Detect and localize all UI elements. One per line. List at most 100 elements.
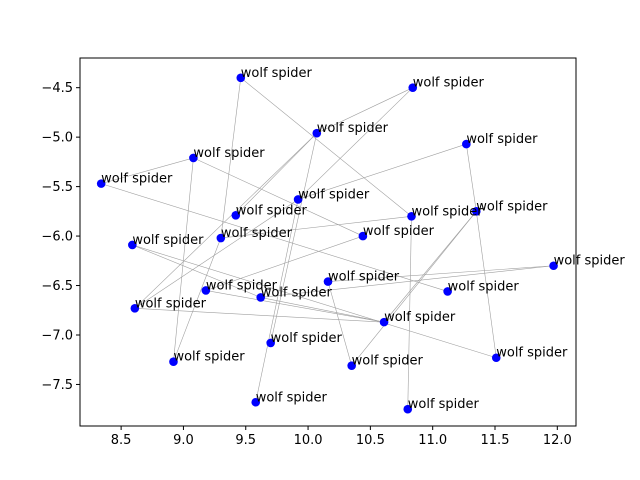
point-label: wolf spider [352, 354, 424, 369]
data-point [293, 195, 303, 204]
y-tick-label: −5.5 [41, 180, 73, 195]
edge-line [466, 144, 477, 212]
edge-line [351, 211, 477, 366]
data-point [266, 338, 275, 348]
y-tick-label: −6.0 [41, 230, 73, 245]
data-point [472, 207, 481, 216]
edge-line [240, 77, 412, 217]
point-label: wolf spider [411, 204, 483, 219]
point-label: wolf spider [256, 390, 328, 405]
edge-line [316, 87, 413, 134]
edge-line [407, 216, 412, 410]
data-point [231, 210, 241, 220]
point-label: wolf spider [413, 76, 485, 91]
edge-line [383, 211, 477, 323]
edge-line [220, 77, 242, 239]
data-point [256, 293, 266, 302]
x-tick-label: 11.5 [481, 433, 510, 448]
edges-layer [101, 77, 554, 410]
edge-line [327, 281, 352, 366]
edge-line [235, 132, 317, 216]
point-label: wolf spider [476, 199, 548, 214]
point-label: wolf spider [328, 270, 400, 285]
y-axis: −4.5 −5.0 −5.5 −6.0 −6.5 −7.0 −7.5 [41, 81, 80, 393]
y-tick-label: −4.5 [41, 81, 73, 96]
data-point [236, 73, 246, 83]
edge-line [220, 215, 412, 239]
x-tick-label: 8.5 [111, 433, 132, 448]
x-tick-label: 12.0 [543, 433, 572, 448]
data-point [491, 353, 501, 363]
point-label: wolf spider [261, 285, 333, 300]
data-point [323, 277, 333, 286]
edge-line [173, 157, 194, 362]
data-point [403, 404, 413, 414]
edge-line [260, 297, 385, 323]
data-point [130, 303, 140, 313]
edge-line [476, 211, 497, 358]
y-tick-label: −5.0 [41, 131, 73, 146]
x-tick-label: 10.0 [294, 433, 323, 448]
data-point [358, 231, 368, 241]
x-tick-label: 9.0 [173, 433, 194, 448]
data-point [216, 233, 226, 243]
edge-line [297, 143, 467, 200]
point-label: wolf spider [221, 226, 293, 241]
edge-line [193, 157, 364, 237]
point-label: wolf spider [193, 146, 265, 161]
point-label: wolf spider [241, 66, 313, 81]
data-point [462, 139, 471, 149]
data-point [201, 286, 211, 295]
edge-line [134, 199, 299, 309]
edge-line [205, 290, 385, 323]
point-label: wolf spider [236, 203, 308, 218]
point-label: wolf spider [173, 350, 245, 365]
edge-line [173, 237, 222, 362]
y-tick-label: −6.5 [41, 279, 73, 294]
data-point [251, 397, 261, 407]
edge-line [327, 265, 554, 282]
data-point [96, 179, 106, 188]
edge-line [101, 157, 194, 184]
edge-line [134, 307, 385, 323]
point-label: wolf spider [135, 296, 207, 311]
edge-line [205, 235, 363, 291]
edge-line [134, 132, 317, 309]
points-layer [96, 73, 558, 414]
point-label: wolf spider [496, 346, 568, 361]
x-axis: 8.5 9.0 9.5 10.0 10.5 11.0 11.5 12.0 [111, 426, 572, 448]
plot-frame [79, 57, 577, 427]
point-label: wolf spider [554, 254, 626, 269]
data-point [407, 211, 416, 221]
point-label: wolf spider [408, 397, 480, 412]
data-point [549, 261, 558, 271]
y-tick-label: −7.0 [41, 328, 73, 343]
edge-line [297, 87, 413, 200]
point-label: wolf spider [206, 278, 278, 293]
point-label: wolf spider [466, 132, 538, 147]
x-tick-label: 10.5 [356, 433, 385, 448]
data-point [408, 83, 418, 92]
edge-line [260, 265, 554, 298]
x-tick-label: 9.5 [235, 433, 256, 448]
data-point [347, 361, 356, 370]
data-point [312, 128, 322, 138]
data-point [379, 317, 389, 327]
point-label: wolf spider [132, 233, 204, 248]
edge-line [132, 244, 497, 359]
y-tick-label: −7.5 [41, 378, 73, 393]
data-point [189, 153, 198, 163]
data-point [169, 357, 178, 366]
point-label: wolf spider [384, 310, 456, 325]
data-point [128, 240, 137, 250]
x-tick-label: 11.0 [418, 433, 447, 448]
point-label: wolf spider [448, 279, 520, 294]
edge-line [270, 133, 318, 343]
point-label: wolf spider [101, 172, 173, 187]
point-label: wolf spider [298, 187, 370, 202]
edge-line [101, 183, 448, 292]
point-label: wolf spider [317, 121, 389, 136]
